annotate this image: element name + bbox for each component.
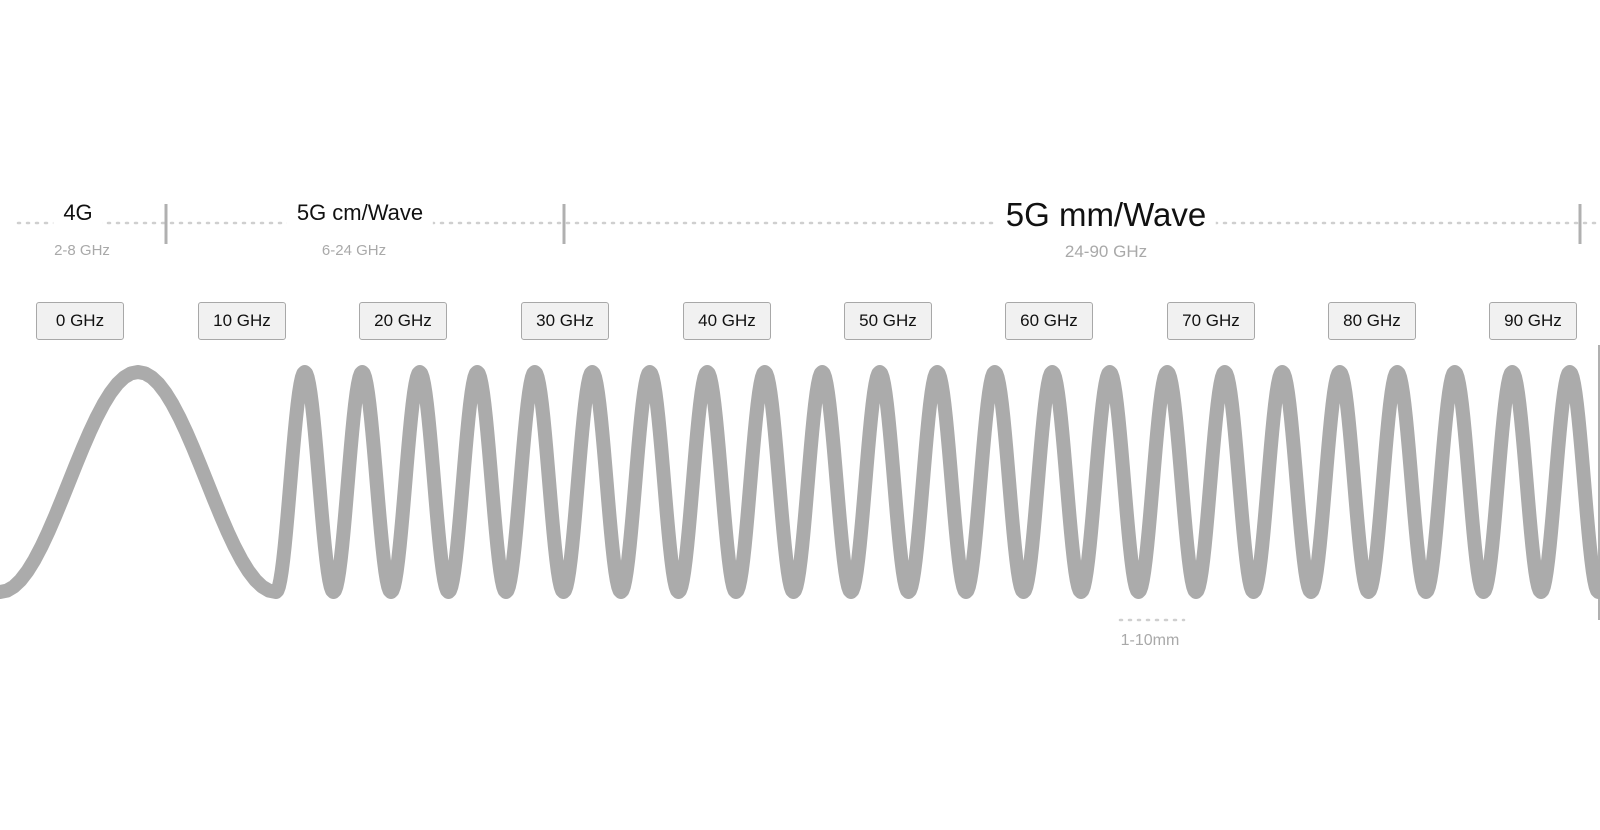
band-name-4g: 4G (53, 200, 103, 226)
tick-label-60-ghz: 60 GHz (1005, 302, 1093, 340)
tick-label-70-ghz: 70 GHz (1167, 302, 1255, 340)
tick-label-20-ghz: 20 GHz (359, 302, 447, 340)
wavelength-label: 1-10mm (1120, 632, 1180, 649)
band-range-4g: 2-8 GHz (54, 242, 110, 259)
tick-label-0-ghz: 0 GHz (36, 302, 124, 340)
band-range-5g-cmwave: 6-24 GHz (321, 242, 387, 259)
band-name-5g-cmwave: 5G cm/Wave (286, 200, 434, 226)
tick-label-10-ghz: 10 GHz (198, 302, 286, 340)
band-range-5g-mmwave: 24-90 GHz (1064, 242, 1148, 261)
tick-label-80-ghz: 80 GHz (1328, 302, 1416, 340)
tick-label-90-ghz: 90 GHz (1489, 302, 1577, 340)
wave-curve (0, 365, 1600, 599)
tick-label-40-ghz: 40 GHz (683, 302, 771, 340)
band-name-5g-mmwave: 5G mm/Wave (995, 196, 1217, 234)
tick-label-30-ghz: 30 GHz (521, 302, 609, 340)
tick-label-50-ghz: 50 GHz (844, 302, 932, 340)
